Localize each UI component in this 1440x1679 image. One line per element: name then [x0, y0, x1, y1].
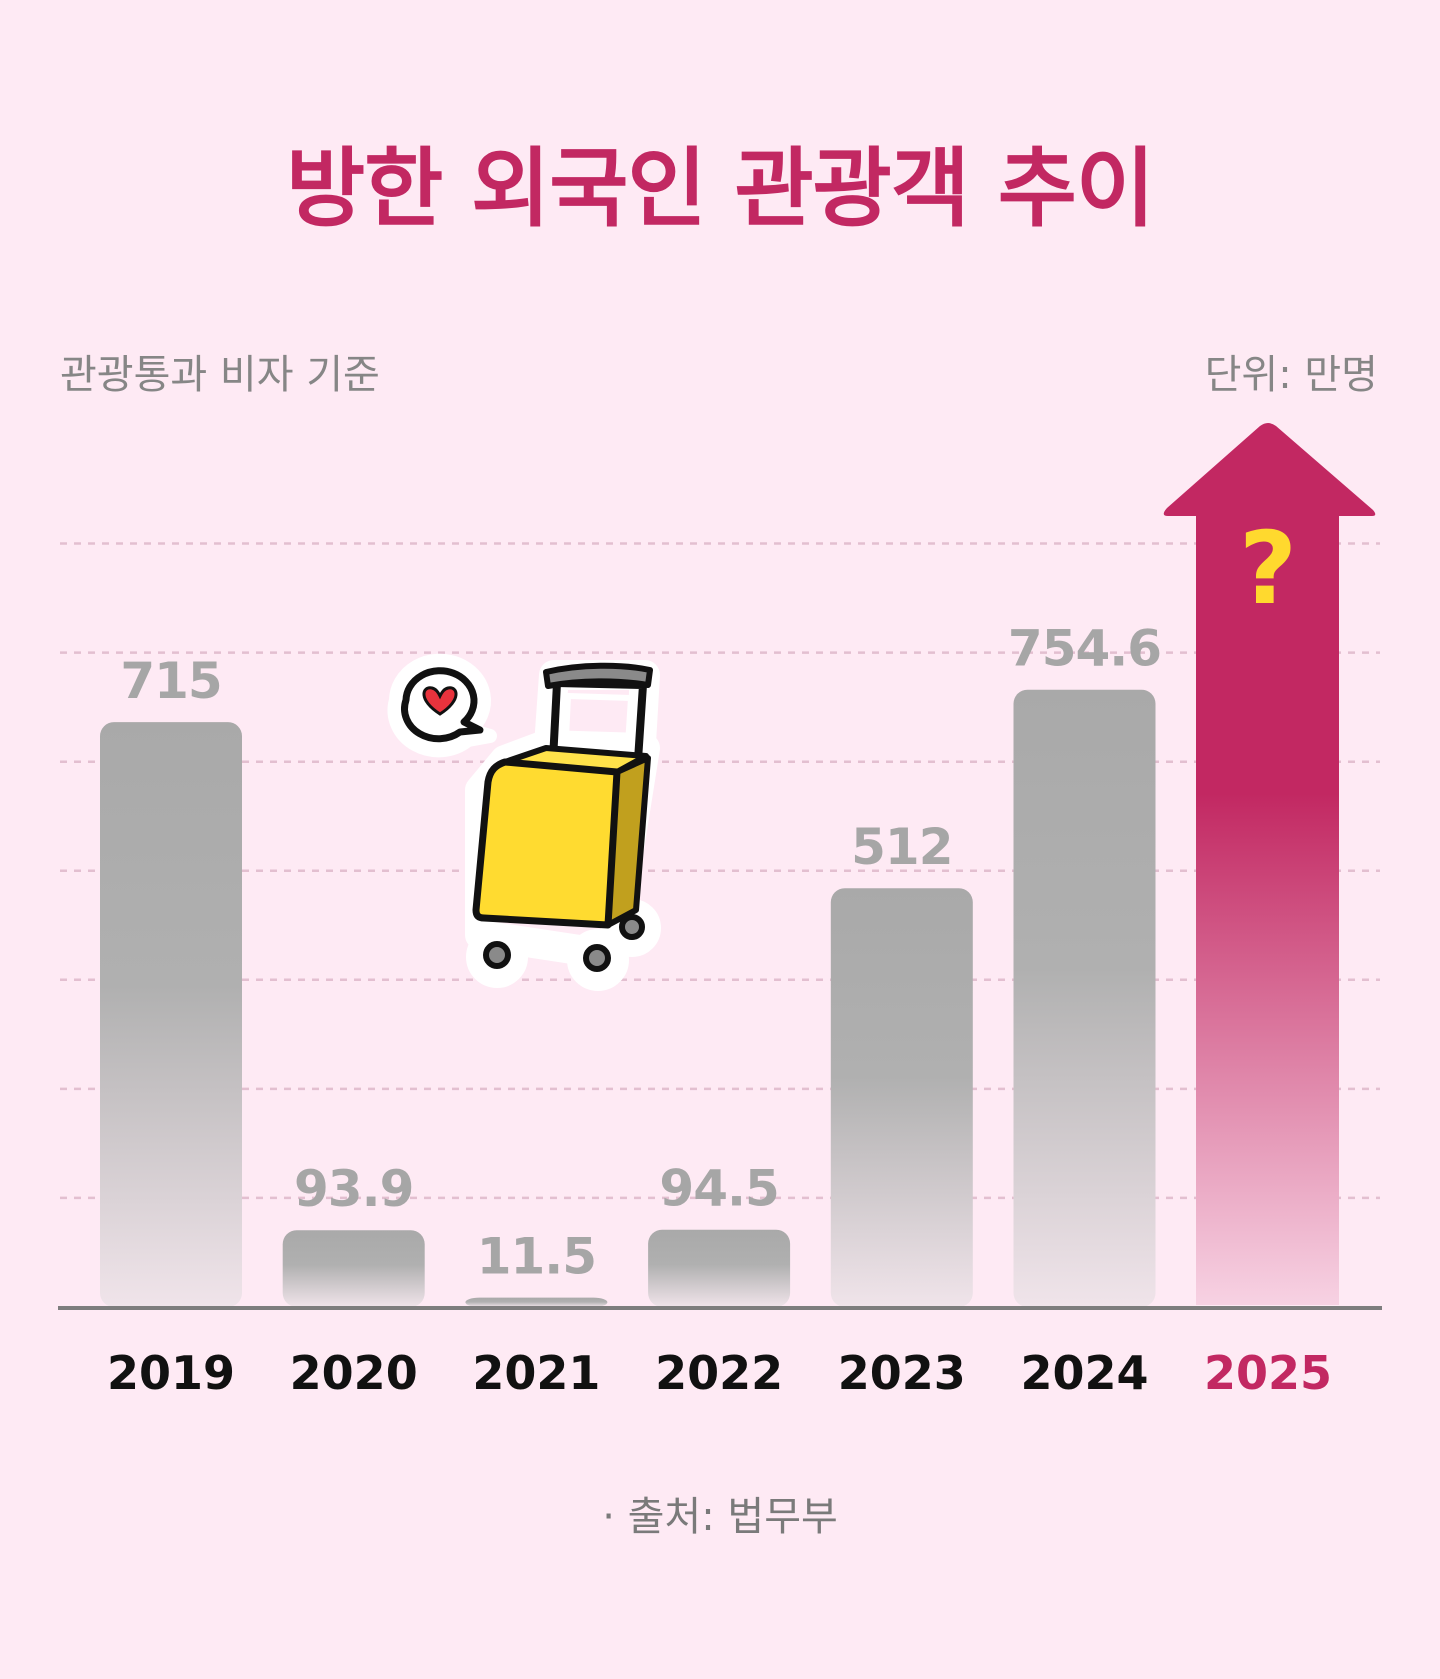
question-mark-label: ?: [1239, 510, 1297, 627]
up-arrow-icon: [1163, 423, 1376, 1305]
bar-2020: [282, 1230, 425, 1307]
unit-note: 단위: 만명: [1204, 352, 1378, 398]
basis-note: 관광통과 비자 기준: [60, 352, 380, 398]
grid-lines: [60, 542, 1380, 1200]
bar-2022: [648, 1229, 791, 1307]
bar-2021: [465, 1297, 608, 1307]
category-label-2019: 2019: [107, 1346, 235, 1400]
category-label-2022: 2022: [655, 1346, 783, 1400]
value-label-2020: 93.9: [294, 1160, 413, 1218]
category-label-2021: 2021: [472, 1346, 600, 1400]
category-label-2023: 2023: [838, 1346, 966, 1400]
category-label-2025: 2025: [1204, 1346, 1332, 1400]
value-label-2019: 715: [120, 652, 221, 710]
value-label-2022: 94.5: [659, 1160, 778, 1218]
suitcase-icon: [465, 660, 661, 991]
value-label-2023: 512: [851, 818, 952, 876]
value-label-2021: 11.5: [477, 1228, 596, 1286]
heart-speech-bubble-icon: [387, 653, 497, 758]
bar-2023: [830, 888, 973, 1307]
bar-2019: [100, 722, 242, 1307]
bars: [100, 689, 1156, 1307]
labels: 715 2019 93.9 2020 11.5 2021 94.5 2022 512 2023 75…: [107, 620, 1332, 1400]
bar-2024: [1013, 689, 1156, 1307]
value-label-2024: 754.6: [1008, 620, 1161, 678]
category-label-2020: 2020: [290, 1346, 418, 1400]
page-title: 방한 외국인 관광객 추이: [285, 139, 1155, 239]
category-label-2024: 2024: [1020, 1346, 1148, 1400]
source-note: · 출처: 법무부: [602, 1494, 838, 1540]
